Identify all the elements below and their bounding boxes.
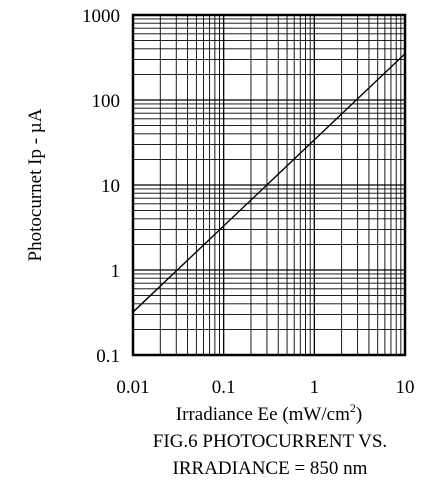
x-tick-label: 1 [310, 377, 320, 398]
y-tick-label: 1 [111, 261, 121, 282]
y-tick-label: 100 [92, 91, 121, 112]
series-layer [132, 53, 406, 313]
y-tick-label: 1000 [82, 6, 120, 27]
plot-frame [131, 13, 407, 357]
x-tick-label: 0.01 [116, 377, 149, 398]
x-axis-title-superscript: 2 [350, 401, 356, 415]
figure-caption-line-2: IRRADIANCE = 850 nm [172, 458, 368, 479]
x-tick-label: 10 [396, 377, 415, 398]
x-tick-label: 0.1 [212, 377, 236, 398]
figure-caption-line-1: FIG.6 PHOTOCURRENT VS. [152, 431, 388, 452]
x-axis-title: Irradiance Ee (mW/cm2) [176, 401, 362, 425]
y-axis-title: Photocurnet Ip - µA [25, 108, 46, 261]
x-axis-title-end: ) [356, 404, 362, 425]
grid [132, 15, 405, 356]
y-tick-label: 0.1 [96, 346, 120, 367]
x-axis-title-main: Irradiance Ee (mW/cm [176, 404, 350, 425]
y-tick-label: 10 [101, 176, 120, 197]
photocurrent-series-line [132, 53, 406, 313]
tick-labels: 0.01 0.1 1 10 0.1 1 10 100 1000 [82, 6, 415, 398]
